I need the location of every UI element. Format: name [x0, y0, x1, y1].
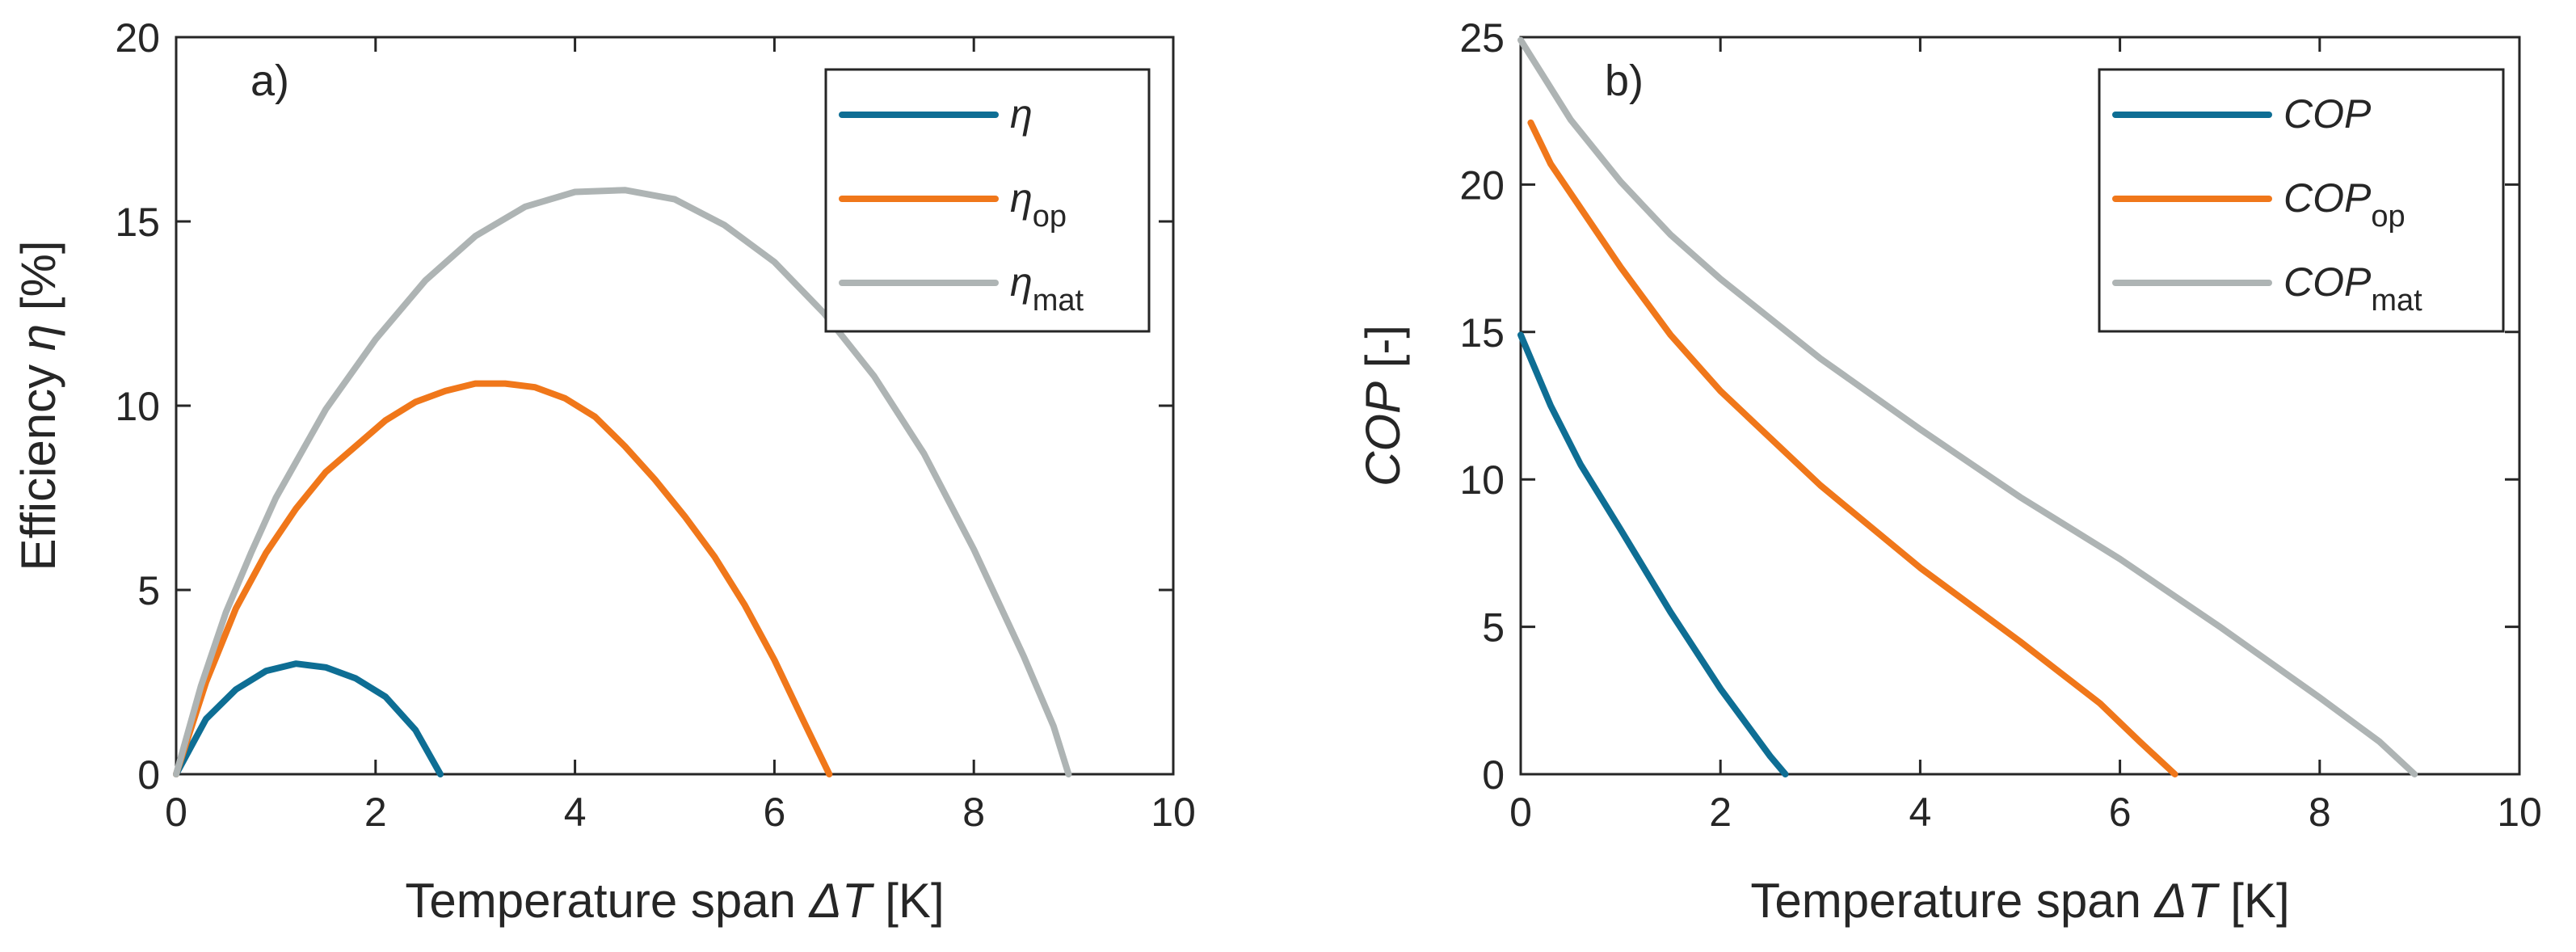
legend-label: η [1010, 91, 1033, 137]
x-tick-label: 10 [1151, 790, 1196, 835]
x-tick-label: 4 [1909, 790, 1931, 835]
y-axis-title: COP [-] [1356, 325, 1410, 487]
panel-label: a) [250, 57, 289, 105]
x-tick-label: 0 [1509, 790, 1532, 835]
y-tick-label: 15 [1459, 310, 1505, 356]
series-line-op [1527, 119, 2178, 777]
x-tick-label: 4 [564, 790, 587, 835]
legend-label: COPmat [2283, 259, 2422, 318]
x-axis-title: Temperature span ΔT [K] [405, 874, 944, 928]
y-tick-label: 5 [1482, 605, 1505, 651]
y-tick-label: 15 [115, 200, 160, 245]
series-line-mat [1517, 36, 2418, 777]
series-line-mat [173, 187, 1072, 777]
y-tick-label: 0 [1482, 752, 1505, 798]
y-tick-label: 20 [115, 15, 160, 61]
panel-label: b) [1605, 57, 1644, 105]
series-line-base [173, 660, 444, 777]
legend-label: ηmat [1010, 259, 1084, 318]
y-tick-label: 25 [1459, 15, 1505, 61]
x-tick-label: 8 [2309, 790, 2331, 835]
x-tick-label: 8 [962, 790, 985, 835]
efficiency-chart: 0 2 4 6 8 10 0 5 10 15 20 a) η ηop ηmat Temperature spa… [11, 15, 1196, 928]
x-tick-label: 2 [1709, 790, 1732, 835]
legend-label: COP [2283, 91, 2372, 137]
x-tick-label: 10 [2497, 790, 2542, 835]
legend: COP COPop COPmat [2098, 68, 2505, 333]
cop-chart: 0 2 4 6 8 10 0 5 10 15 20 25 b) COP COPop COPmat Tempera… [1356, 15, 2542, 928]
legend: η ηop ηmat [824, 68, 1151, 333]
y-tick-label: 10 [115, 384, 160, 429]
x-tick-label: 0 [165, 790, 187, 835]
series-line-base [1517, 331, 1789, 777]
y-tick-label: 5 [137, 568, 160, 613]
y-tick-label: 20 [1459, 162, 1505, 208]
legend-label: ηop [1010, 175, 1067, 234]
x-tick-label: 6 [2109, 790, 2132, 835]
y-tick-label: 10 [1459, 457, 1505, 503]
legend-label: COPop [2283, 175, 2406, 234]
series-line-op [173, 380, 833, 777]
y-axis-title: Efficiency η [%] [11, 240, 65, 571]
x-axis-title: Temperature span ΔT [K] [1750, 874, 2289, 928]
x-tick-label: 6 [763, 790, 785, 835]
y-tick-label: 0 [137, 752, 160, 798]
x-tick-label: 2 [364, 790, 387, 835]
